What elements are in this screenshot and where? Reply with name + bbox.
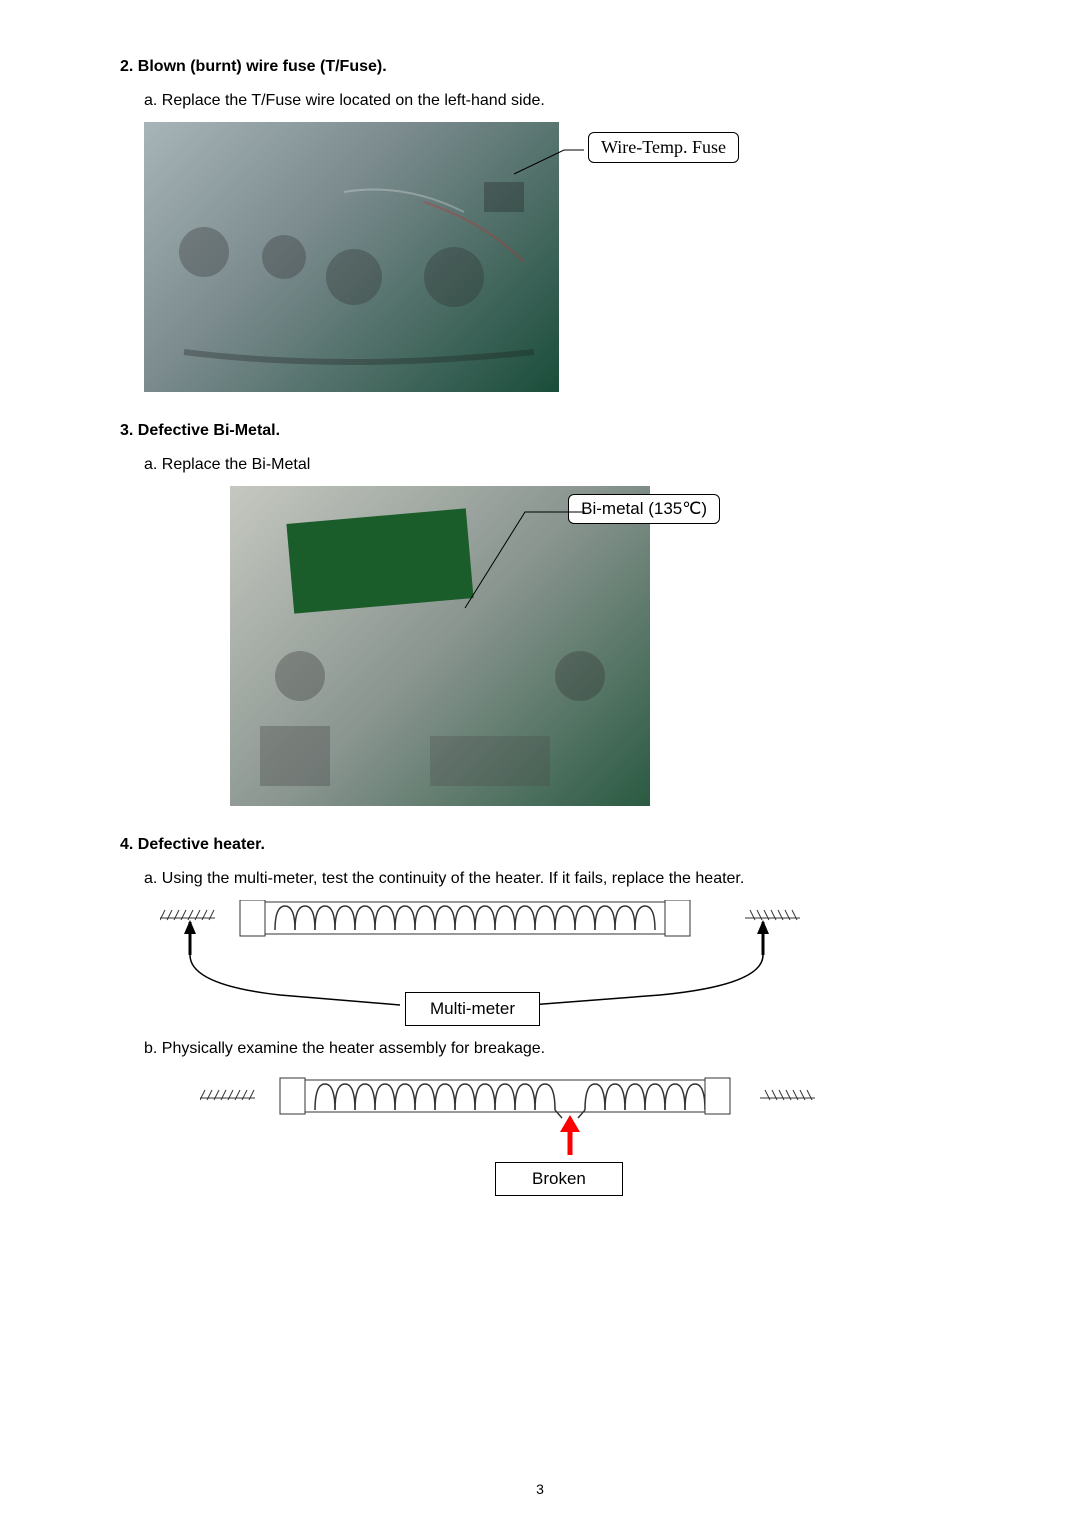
multimeter-label: Multi-meter: [405, 992, 540, 1026]
broken-heater-diagram: Broken: [200, 1070, 840, 1200]
page-number: 3: [536, 1481, 544, 1497]
section-4-item-a: a. Using the multi-meter, test the conti…: [144, 870, 960, 888]
broken-label: Broken: [495, 1162, 623, 1196]
section-2-item-a: a. Replace the T/Fuse wire located on th…: [144, 92, 960, 110]
section-2-heading: 2. Blown (burnt) wire fuse (T/Fuse).: [120, 58, 960, 76]
multimeter-diagram: Multi-meter: [160, 900, 800, 1020]
section-4-heading: 4. Defective heater.: [120, 836, 960, 854]
wire-temp-fuse-callout: Wire-Temp. Fuse: [588, 132, 739, 163]
bimetal-callout: Bi-metal (135℃): [568, 494, 720, 524]
section-3-heading: 3. Defective Bi-Metal.: [120, 422, 960, 440]
bimetal-photo: Bi-metal (135℃): [230, 486, 650, 806]
fuse-photo: Wire-Temp. Fuse: [144, 122, 559, 392]
section-3-item-a: a. Replace the Bi-Metal: [144, 456, 960, 474]
section-4-item-b: b. Physically examine the heater assembl…: [144, 1040, 960, 1058]
